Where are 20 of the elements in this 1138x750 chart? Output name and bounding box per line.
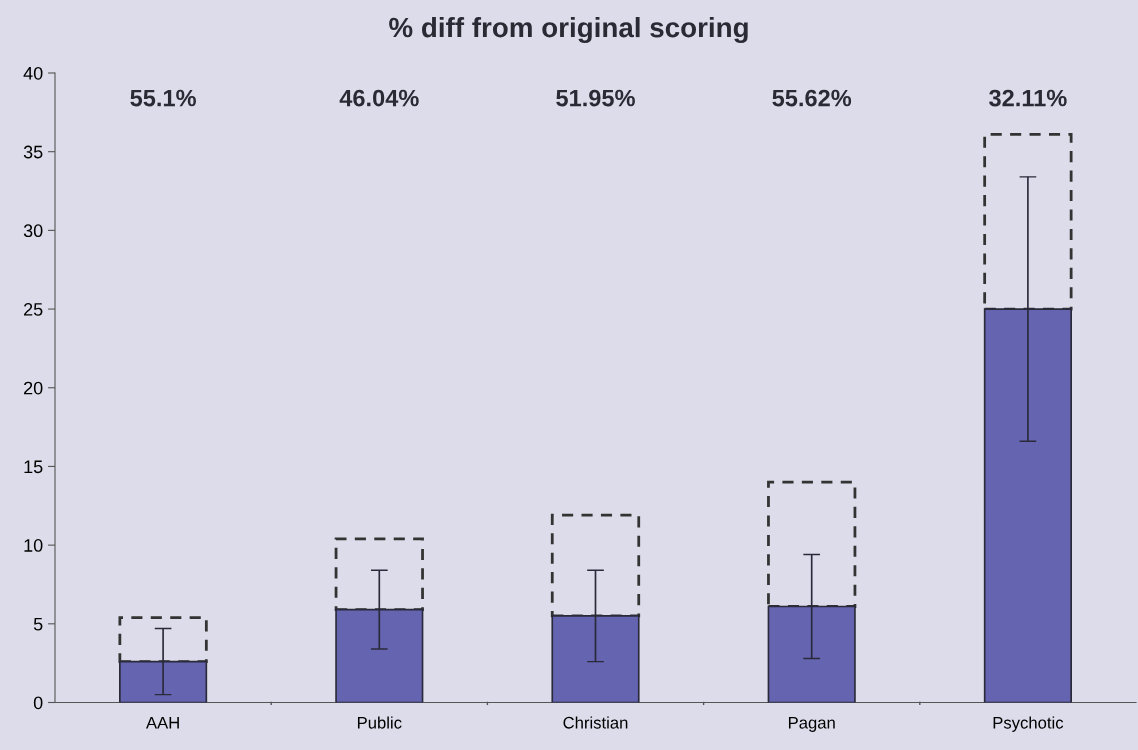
chart-title: % diff from original scoring <box>389 16 748 44</box>
y-tick-label: 35 <box>23 145 43 159</box>
y-tick-label: 20 <box>24 381 43 395</box>
y-tick-label: 0 <box>33 696 43 710</box>
y-tick-label: 10 <box>24 539 43 552</box>
y-tick-label: 5 <box>33 617 43 631</box>
annotation: 55.62% <box>772 89 852 107</box>
annotation: 51.95% <box>556 89 635 107</box>
y-tick-label: 15 <box>24 460 43 474</box>
x-tick-label: Public <box>357 716 402 729</box>
annotation: 55.1% <box>130 89 196 107</box>
x-tick-label: Psychotic <box>993 716 1064 732</box>
x-tick-label: Christian <box>563 716 628 729</box>
x-tick-label: AAH <box>146 717 179 729</box>
x-tick-label: Pagan <box>788 717 835 732</box>
y-tick-label: 30 <box>23 224 43 238</box>
y-tick-label: 40 <box>23 66 43 80</box>
annotation: 46.04% <box>339 89 419 107</box>
y-tick-label: 25 <box>24 303 43 316</box>
annotation: 32.11% <box>989 89 1067 107</box>
